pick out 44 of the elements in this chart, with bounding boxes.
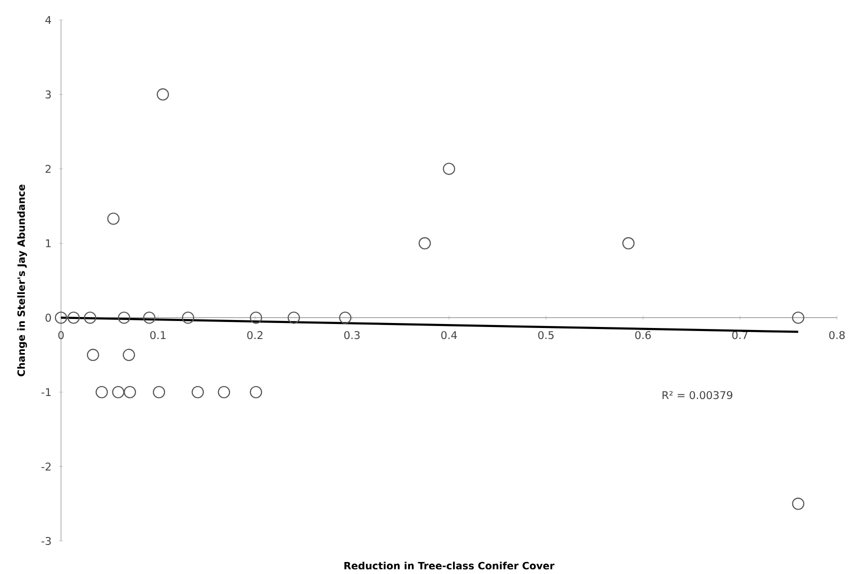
- y-tick-label: 0: [46, 314, 51, 322]
- y-tick-label: 2: [46, 164, 51, 173]
- point: [792, 498, 804, 510]
- point: [250, 312, 262, 324]
- point: [84, 312, 96, 324]
- point: [339, 312, 352, 324]
- point: [124, 386, 136, 398]
- annotation: R² = 0.00379: [662, 391, 732, 400]
- x-tick-label: 0.8: [829, 331, 845, 340]
- x-tick-label: 0.3: [344, 331, 360, 340]
- point: [107, 212, 120, 225]
- point: [143, 312, 156, 324]
- point: [218, 386, 230, 398]
- x-tick-label: 0.5: [538, 331, 554, 340]
- x-axis-title: Reduction in Tree-class Conifer Cover: [344, 562, 554, 570]
- y-tick-label: 4: [45, 16, 52, 24]
- y-tick-label: -1: [42, 388, 51, 396]
- point: [67, 312, 80, 324]
- x-tick-label: 0.6: [635, 331, 651, 340]
- y-tick-label: 3: [46, 90, 51, 99]
- point: [118, 312, 130, 324]
- y-tick-label: 1: [46, 239, 51, 248]
- point: [250, 386, 262, 398]
- point: [152, 386, 166, 398]
- point: [192, 386, 204, 398]
- point: [122, 348, 136, 362]
- y-axis-title: Change in Steller's Jay Abundance: [17, 184, 27, 376]
- y-tick-label: -3: [42, 537, 51, 546]
- x-tick-label: 0.1: [150, 331, 166, 340]
- point: [622, 237, 635, 250]
- point: [288, 312, 300, 324]
- point: [112, 386, 124, 398]
- point: [418, 237, 431, 250]
- point: [442, 162, 456, 176]
- point: [182, 312, 194, 324]
- x-tick-label: 0.4: [441, 331, 457, 340]
- point: [86, 348, 100, 362]
- x-tick-label: 0: [58, 331, 64, 340]
- point: [54, 312, 68, 324]
- point: [156, 88, 169, 101]
- x-tick-label: 0.2: [247, 331, 262, 340]
- point: [96, 386, 108, 398]
- y-tick-label: -2: [42, 462, 51, 471]
- point: [792, 312, 804, 324]
